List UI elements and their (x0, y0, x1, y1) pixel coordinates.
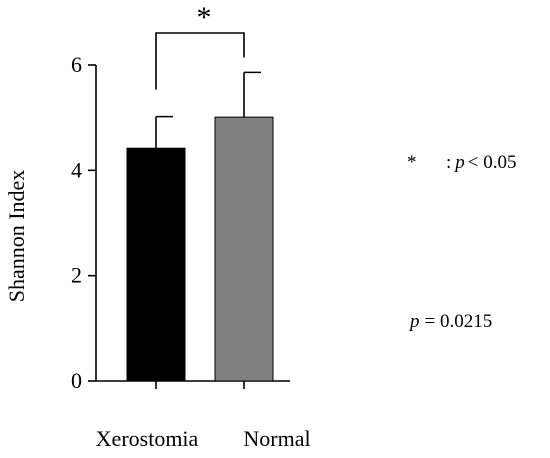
y-axis-label: Shannon Index (4, 170, 29, 303)
p-value-symbol: p (408, 311, 420, 332)
p-value-text: p = 0.0215 (408, 311, 492, 332)
significance-bracket: * (155, 1, 245, 90)
y-ticks: 0 2 4 6 (71, 52, 96, 393)
category-label-xerostomia: Xerostomia (96, 426, 199, 451)
category-labels: Xerostomia Normal (96, 426, 311, 451)
legend-text: : p < 0.05 (446, 152, 517, 173)
legend-star: * (407, 152, 417, 173)
y-tick-label: 4 (71, 157, 82, 182)
y-tick-label: 0 (71, 368, 82, 393)
legend-colon: : (446, 152, 451, 173)
y-tick-label: 6 (71, 52, 82, 77)
category-label-normal: Normal (243, 426, 310, 451)
legend-p-symbol: p (453, 152, 465, 173)
p-value-number: = 0.0215 (425, 311, 493, 332)
bar-xerostomia (126, 147, 186, 382)
bar-normal (214, 116, 274, 382)
significance-star: * (197, 1, 212, 34)
y-tick-label: 2 (71, 263, 82, 288)
significance-line (155, 32, 245, 90)
legend-threshold: < 0.05 (468, 152, 517, 173)
error-bars (155, 71, 261, 149)
bars (126, 116, 274, 382)
